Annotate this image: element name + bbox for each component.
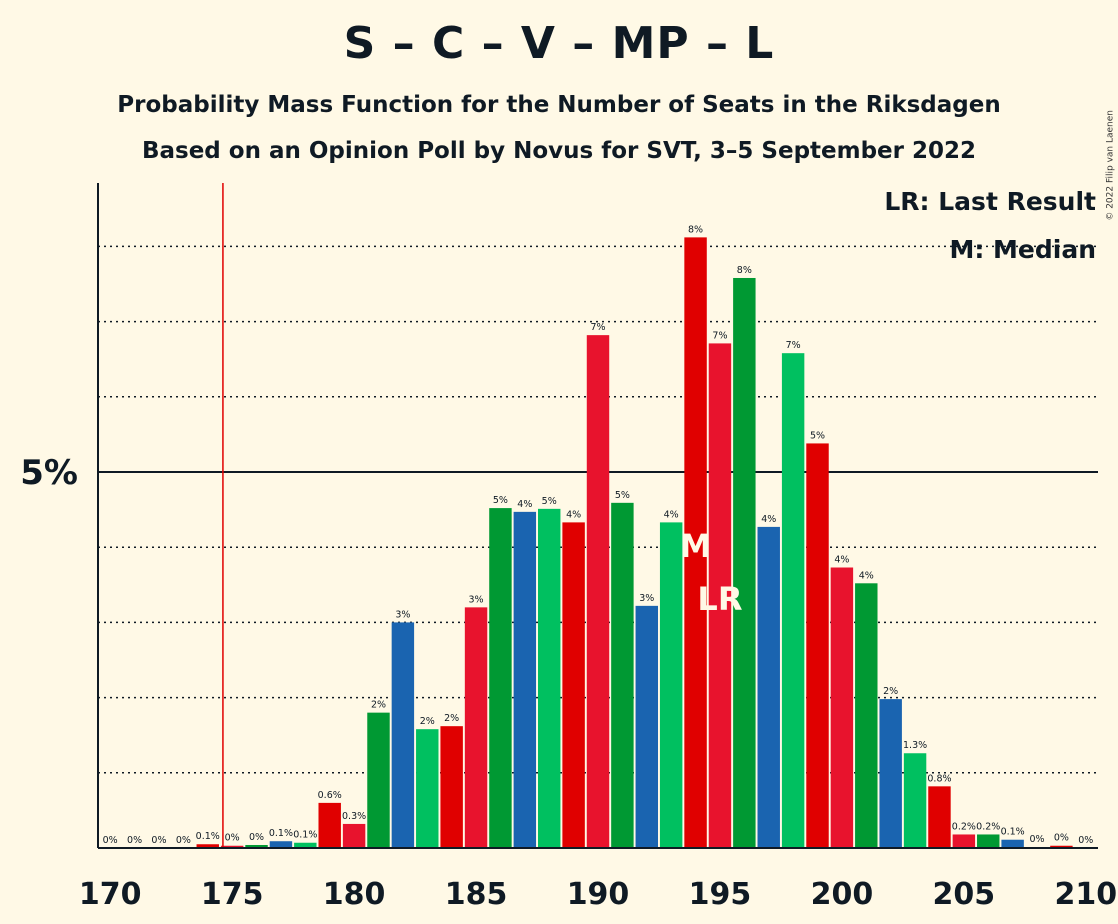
bar-data-label: 2% [444,713,459,724]
bar-data-label: 0% [151,835,166,846]
bar-data-label: 0% [1029,834,1044,845]
bar-data-label: 4% [859,570,874,581]
x-tick-label: 175 [201,877,264,912]
bar [1050,845,1073,848]
chart-subtitle-poll: Based on an Opinion Poll by Novus for SV… [141,138,977,164]
bar [294,842,317,848]
bar [513,511,537,848]
bar [391,622,415,848]
bar-data-label: 0% [103,835,118,846]
bar [416,729,439,848]
bar [879,699,902,848]
x-tick-label: 210 [1054,877,1117,912]
legend-last-result: LR: Last Result [884,187,1096,216]
x-tick-label: 200 [811,877,874,912]
bar-data-label: 5% [542,496,557,507]
bar-data-label: 4% [834,555,849,566]
bar [684,237,707,849]
bar [1001,839,1024,848]
bar-data-label: 2% [420,716,435,727]
bar-data-label: 5% [615,490,630,501]
bar [659,522,683,848]
bar [342,823,366,848]
bar [220,845,244,848]
x-tick-label: 195 [689,877,752,912]
y-tick-label: 5% [20,453,78,493]
bar [245,844,268,848]
bar [977,834,1000,848]
bar-data-label: 1.3% [903,740,927,751]
x-tick-label: 190 [567,877,630,912]
bar-data-label: 0.2% [976,821,1000,832]
bar-data-label: 7% [786,340,801,351]
bar-data-label: 0.8% [927,773,951,784]
bar [318,802,341,848]
bar [538,508,561,848]
bar [489,508,512,848]
bar [635,605,658,848]
bar-data-label: 0.2% [952,821,976,832]
x-tick-label: 205 [933,877,996,912]
bar-data-label: 7% [712,330,727,341]
bar-data-label: 0.1% [293,830,317,841]
chart-title: S – C – V – MP – L [343,18,775,69]
legend-median: M: Median [949,235,1096,264]
bar [464,607,488,848]
bar [440,726,463,848]
bar-data-label: 5% [810,430,825,441]
bar-data-label: 8% [737,265,752,276]
bar-data-label: 3% [469,594,484,605]
bar [611,502,634,848]
bar [562,522,585,848]
bar-data-label: 4% [566,509,581,520]
bar-data-label: 4% [761,514,776,525]
bar [733,277,756,848]
bar-data-label: 0% [176,835,191,846]
bar-data-label: 0% [249,832,264,843]
bar-data-label: 0.1% [269,828,293,839]
last-result-marker: LR [697,580,742,618]
bar-data-label: 7% [590,322,605,333]
bar-data-label: 0% [225,833,240,844]
chart-subtitle: Probability Mass Function for the Number… [117,92,1001,118]
bar [806,443,829,848]
legend: LR: Last Result M: Median [884,187,1096,264]
x-tick-label: 170 [79,877,142,912]
bar-data-label: 4% [664,509,679,520]
bar [830,567,854,848]
bar [757,526,780,848]
bar [855,583,878,848]
bar [367,712,390,848]
bar-data-label: 0.6% [318,790,342,801]
x-tick-label: 185 [445,877,508,912]
bar-data-label: 2% [371,700,386,711]
bar-data-label: 8% [688,224,703,235]
bar-data-label: 0% [1054,833,1069,844]
median-marker: M [680,527,712,565]
bar-data-label: 0.3% [342,811,366,822]
bar [928,786,951,848]
bar-data-label: 0% [1078,835,1093,846]
bar-data-label: 2% [883,686,898,697]
x-tick-label: 180 [323,877,386,912]
bar-data-label: 0.1% [1001,827,1025,838]
bar [781,353,805,848]
bar-data-label: 3% [395,609,410,620]
bar [269,841,293,848]
bar [952,834,976,848]
bar-data-label: 4% [517,499,532,510]
bar [708,343,732,848]
bar-data-label: 0.1% [196,831,220,842]
bar-series: 0% 0% 0% 0% 0.1% 0% 0% 0.1% 0.1%0.6%0.3%2%3%2% 2%… [103,224,1093,849]
bar-data-label: 3% [639,593,654,604]
bar [903,753,927,848]
bar-data-label: 0% [127,835,142,846]
axes: 170 175 180 185 190 195 200 205 210 5% [20,183,1117,912]
bar [586,335,610,848]
bar-data-label: 5% [493,495,508,506]
bar [196,844,219,848]
